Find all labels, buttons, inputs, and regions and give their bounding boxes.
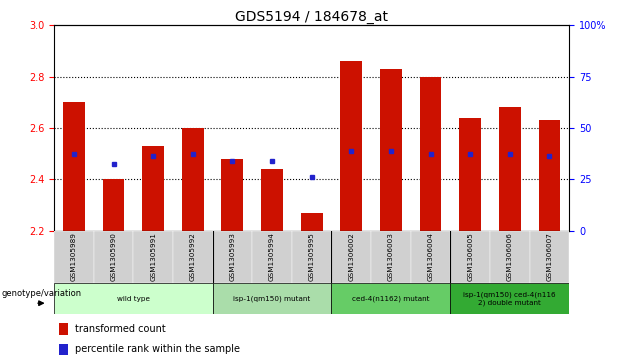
Bar (490, 231, 530, 283)
Bar (182, 128, 204, 231)
Bar (142, 146, 164, 231)
Text: GSM1305992: GSM1305992 (190, 232, 196, 281)
Text: GSM1305995: GSM1305995 (308, 232, 315, 281)
Bar (301, 213, 322, 231)
Bar (292, 231, 331, 283)
Bar (539, 120, 560, 231)
Bar (54, 283, 212, 314)
Text: genotype/variation: genotype/variation (1, 289, 81, 298)
Bar (54, 231, 93, 283)
Text: GSM1305994: GSM1305994 (269, 232, 275, 281)
Text: isp-1(qm150) mutant: isp-1(qm150) mutant (233, 295, 310, 302)
Bar (331, 231, 371, 283)
Bar (59, 323, 69, 335)
Bar (340, 61, 362, 231)
Bar (252, 231, 292, 283)
Text: GSM1305990: GSM1305990 (111, 232, 116, 281)
Text: percentile rank within the sample: percentile rank within the sample (74, 344, 240, 354)
Bar (530, 231, 569, 283)
Title: GDS5194 / 184678_at: GDS5194 / 184678_at (235, 11, 388, 24)
Bar (261, 169, 283, 231)
Bar (59, 343, 69, 355)
Text: transformed count: transformed count (74, 324, 165, 334)
Bar (331, 283, 450, 314)
Bar (450, 231, 490, 283)
Text: GSM1305991: GSM1305991 (150, 232, 156, 281)
Bar (450, 283, 569, 314)
Bar (102, 179, 125, 231)
Bar (93, 231, 134, 283)
Text: GSM1306004: GSM1306004 (427, 232, 434, 281)
Text: GSM1306005: GSM1306005 (467, 232, 473, 281)
Bar (420, 77, 441, 231)
Text: isp-1(qm150) ced-4(n116
2) double mutant: isp-1(qm150) ced-4(n116 2) double mutant (464, 291, 556, 306)
Bar (221, 159, 244, 231)
Bar (459, 118, 481, 231)
Bar (380, 69, 402, 231)
Text: GSM1306003: GSM1306003 (388, 232, 394, 281)
Bar (134, 231, 173, 283)
Text: GSM1305993: GSM1305993 (230, 232, 235, 281)
Bar (212, 283, 331, 314)
Text: GSM1306006: GSM1306006 (507, 232, 513, 281)
Text: GSM1306002: GSM1306002 (349, 232, 354, 281)
Bar (499, 107, 521, 231)
Bar (173, 231, 212, 283)
Text: GSM1305989: GSM1305989 (71, 232, 77, 281)
Bar (371, 231, 411, 283)
Bar (212, 231, 252, 283)
Text: ced-4(n1162) mutant: ced-4(n1162) mutant (352, 295, 430, 302)
Text: wild type: wild type (117, 295, 150, 302)
Bar (63, 102, 85, 231)
Bar (411, 231, 450, 283)
Text: GSM1306007: GSM1306007 (546, 232, 553, 281)
